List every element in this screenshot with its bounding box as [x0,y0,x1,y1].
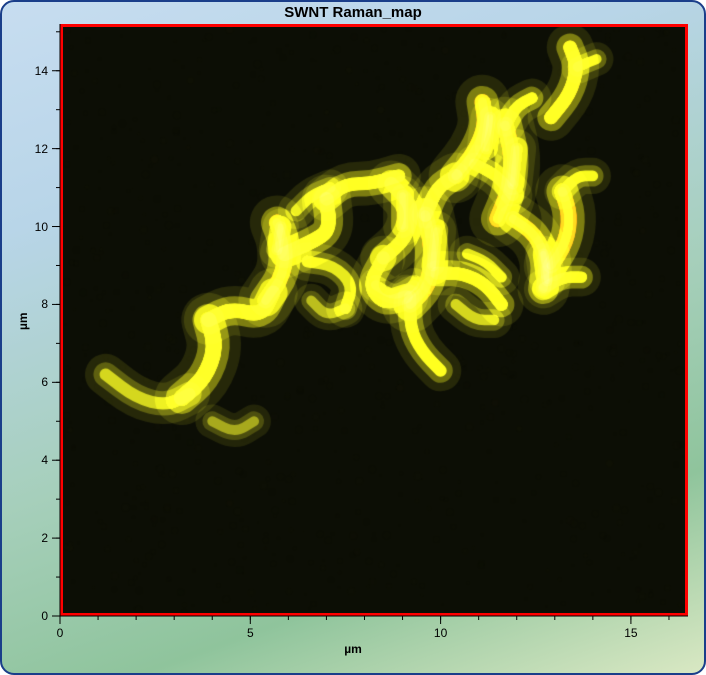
y-tick-label: 2 [28,531,48,545]
plot-area [60,24,688,616]
x-tick-label: 10 [434,626,447,640]
x-tick-label: 5 [247,626,254,640]
y-axis-label: µm [16,312,30,330]
chart-title: SWNT Raman_map [2,4,704,21]
y-tick-label: 12 [28,142,48,156]
y-tick-label: 8 [28,297,48,311]
axis-ticks [20,24,706,656]
chart-panel: SWNT Raman_map µm µm 0 5 10 15 0 2 4 6 8 10 12 14 [0,0,706,675]
y-tick-label: 6 [28,375,48,389]
y-tick-label: 4 [28,453,48,467]
x-axis-label: µm [2,642,704,656]
x-tick-label: 15 [624,626,637,640]
y-tick-label: 10 [28,220,48,234]
y-tick-label: 0 [28,609,48,623]
y-tick-label: 14 [28,64,48,78]
x-tick-label: 0 [57,626,64,640]
